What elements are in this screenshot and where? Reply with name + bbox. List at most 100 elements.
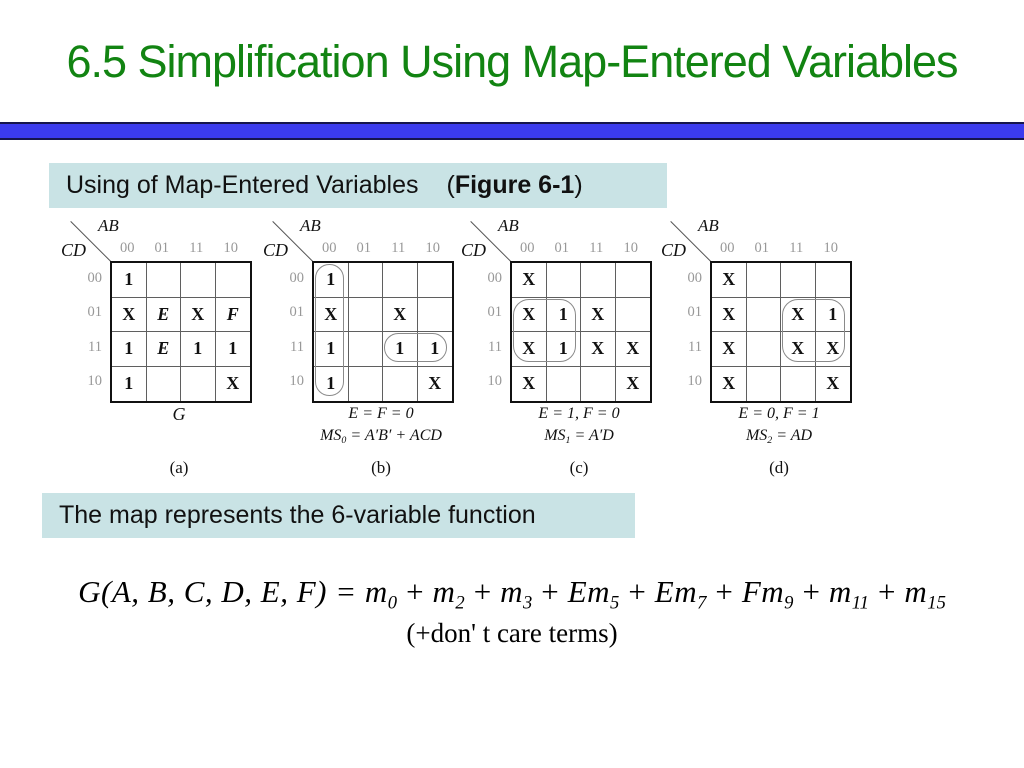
row-label: 11	[688, 338, 702, 355]
eq2-pre: MS	[544, 427, 566, 444]
minterm: Em7	[654, 574, 707, 614]
formula-lhs: G(A, B, C, D, E, F) =	[78, 574, 365, 609]
kmap-label: (a)	[169, 458, 189, 477]
row-label: 01	[87, 304, 103, 321]
minterm: m3	[500, 574, 533, 614]
kmap-cell: X	[712, 366, 747, 401]
kmap-cell: 1	[112, 332, 147, 367]
axis-top-var: AB	[98, 216, 119, 235]
minterm: Fm9	[741, 574, 794, 614]
row-label: 01	[289, 304, 305, 321]
kmap-cell: 1	[383, 332, 418, 367]
kmap-cell	[615, 298, 650, 332]
kmap-cell: X	[383, 297, 418, 332]
kmap-cell: X	[712, 332, 747, 367]
kmap-cell: X	[112, 297, 147, 332]
row-label: 10	[87, 373, 103, 390]
kmap-cell: X	[512, 366, 547, 401]
kmap-cell: X	[712, 297, 747, 332]
row-label: 11	[290, 338, 304, 355]
kmap-cell: 1	[215, 332, 250, 367]
callout-map-function: The map represents the 6-variable functi…	[42, 493, 635, 538]
kmap-cell	[815, 263, 850, 298]
col-label: 11	[391, 240, 406, 256]
axis-side-var: CD	[61, 240, 87, 260]
kmap-cell: X	[781, 297, 816, 332]
callout1-label: Using of Map-Entered Variables	[66, 171, 419, 199]
kmap-row-labels: 00 01 11 10	[472, 261, 504, 399]
eq2-pre: MS	[745, 427, 768, 444]
kmap-cell	[215, 263, 250, 298]
minterm: m11	[828, 574, 869, 614]
kmap-cell: 1	[112, 263, 147, 298]
kmap-col-labels: 00 01 11 10	[710, 240, 848, 257]
plus-operator: +	[404, 574, 426, 609]
kmap-cell: 1	[546, 332, 581, 367]
axis-top-var: AB	[698, 216, 719, 235]
kmap-cell: X	[314, 297, 349, 332]
plus-operator: +	[471, 574, 494, 609]
kmap-cell: 1	[314, 366, 349, 401]
kmap-cell: X	[581, 332, 616, 367]
kmap-cell	[181, 366, 216, 401]
kmap-cell: E	[146, 332, 181, 367]
eq2-pre: MS	[320, 427, 342, 444]
minterm: m0	[364, 574, 398, 614]
kmap-col-labels: 00 01 11 10	[510, 240, 648, 257]
kmap-cell: 1	[546, 297, 581, 332]
kmap-cell: X	[712, 263, 747, 298]
row-label: 11	[88, 338, 102, 355]
kmap-row-labels: 00 01 11 10	[72, 261, 104, 399]
callout-using-mev: Using of Map-Entered Variables (Figure 6…	[49, 163, 667, 208]
eq2-post: = A′D	[570, 427, 614, 444]
col-label: 11	[789, 240, 804, 256]
kmap-cell	[417, 263, 452, 298]
plus-operator: +	[626, 574, 648, 609]
kmap-cell: F	[215, 298, 250, 332]
row-label: 10	[289, 373, 305, 390]
col-label: 11	[589, 240, 604, 256]
col-label: 00	[720, 240, 735, 256]
eq2-post: = AD	[772, 427, 813, 444]
col-label: 00	[120, 240, 135, 256]
kmap-col-labels: 00 01 11 10	[110, 240, 248, 257]
kmap-cell	[383, 263, 418, 298]
kmap-cell: X	[781, 332, 816, 367]
kmap-cell: 1	[314, 263, 349, 298]
kmap-cell	[417, 298, 452, 332]
kmap-cell: X	[815, 332, 850, 367]
kmap-cell: 1	[417, 332, 452, 367]
dont-care-note: (+don' t care terms)	[406, 618, 618, 648]
kmap-cell: X	[181, 297, 216, 332]
col-label: 01	[554, 240, 570, 256]
kmap-cell: X	[512, 263, 547, 298]
eq2-sub: 1	[565, 434, 571, 446]
caption-eq2: MS0 = A′B′ + ACD	[291, 425, 471, 447]
kmap-cell	[349, 366, 383, 401]
minterm: m2	[432, 574, 465, 614]
formula-terms: m0 + m2 + m3 + Em5 + Em7 + Fm9 + m11 + m15	[364, 574, 946, 614]
kmap-cell	[581, 366, 616, 401]
col-label: 00	[520, 240, 535, 256]
col-label: 10	[425, 240, 441, 256]
kmap-cell	[746, 332, 781, 367]
kmap-cell: X	[428, 373, 442, 394]
col-label: 01	[154, 240, 170, 256]
col-label: 01	[356, 240, 372, 256]
plus-operator: +	[539, 574, 561, 609]
kmap-row-labels: 00 01 11 10	[672, 261, 704, 399]
kmap-caption: E = 1, F = 0 MS1 = A′D	[489, 403, 669, 447]
paren-open: (	[446, 171, 455, 199]
kmap-cell	[781, 263, 816, 298]
kmap-cell	[581, 263, 616, 298]
slide-title: 6.5 Simplification Using Map-Entered Var…	[66, 36, 958, 87]
axis-side-var: CD	[461, 240, 487, 260]
eq2-post: = A′B′ + ACD	[346, 427, 442, 444]
axis-side-var: CD	[661, 240, 687, 260]
